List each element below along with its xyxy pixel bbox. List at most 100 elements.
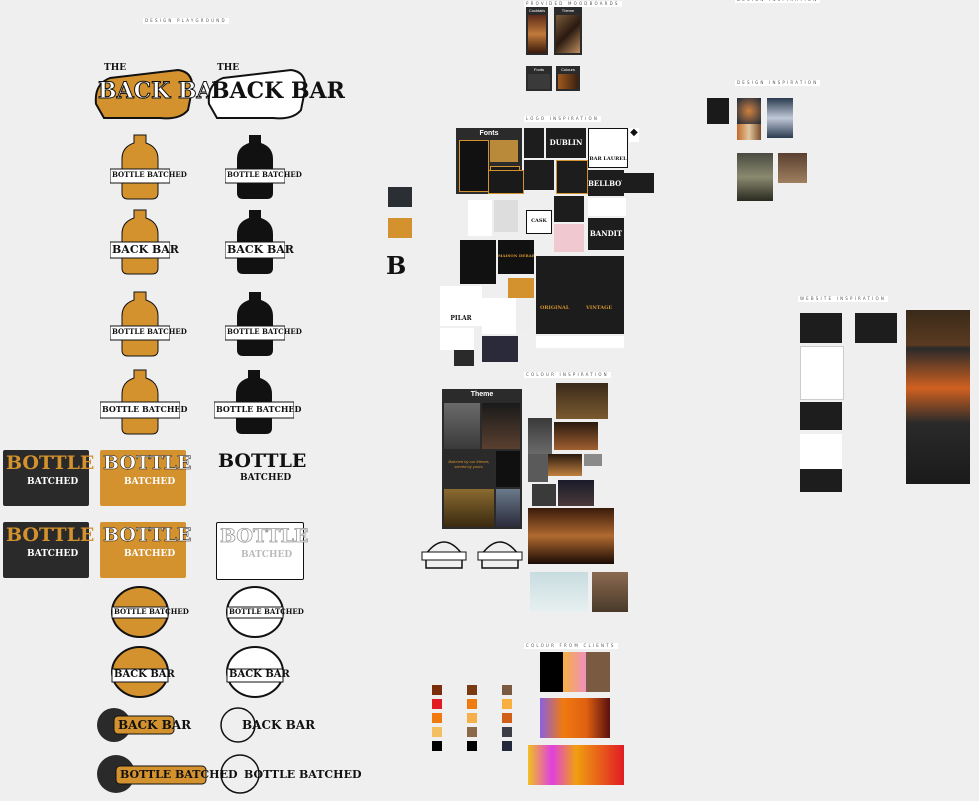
logo-inspo-strip[interactable] <box>536 336 624 348</box>
bottle-batched-banner-gold-2[interactable]: BOTTLE BATCHED <box>100 522 192 578</box>
bottle-batched-banner-dark-2[interactable]: BOTTLE BATCHED <box>3 522 94 578</box>
colour-inspo-wood[interactable] <box>592 572 628 612</box>
colour-inspo-4[interactable] <box>528 454 548 482</box>
logo-inspo-diamond[interactable]: ◆ <box>629 128 639 142</box>
logo-inspo-small[interactable] <box>454 350 474 366</box>
palette-swatch[interactable] <box>467 741 477 751</box>
logo-inspo-pilar[interactable]: PILAR <box>440 286 482 326</box>
palette-swatch[interactable] <box>502 741 512 751</box>
colour-inspo-8[interactable] <box>558 480 594 506</box>
logo-inspo-maison[interactable]: MAISON DERARD <box>498 240 534 274</box>
website-inspo-1[interactable] <box>800 313 842 343</box>
logo-inspo-sketch-1[interactable] <box>468 200 492 236</box>
website-inspo-4[interactable] <box>800 434 842 492</box>
outline-badge-1[interactable] <box>420 536 468 572</box>
theme-board[interactable]: Theme Batched by our friends, served by … <box>442 389 522 529</box>
design-inspo-4[interactable] <box>767 98 793 138</box>
palette-swatch[interactable] <box>467 727 477 737</box>
client-colour-2[interactable] <box>540 698 610 738</box>
logo-inspo-badges[interactable] <box>460 240 496 284</box>
design-inspo-6[interactable] <box>778 153 807 183</box>
design-inspo-2[interactable] <box>737 98 761 124</box>
palette-swatch[interactable] <box>432 727 442 737</box>
website-inspo-3[interactable] <box>800 402 842 430</box>
moodboard-colours[interactable]: Colours <box>556 66 580 91</box>
colour-inspo-mint[interactable] <box>530 572 588 612</box>
outline-badge-2[interactable] <box>476 536 524 572</box>
colour-inspo-bar-1[interactable] <box>556 383 608 419</box>
monogram-icon[interactable]: B <box>386 251 407 280</box>
brand-gold-swatch[interactable] <box>388 218 412 238</box>
logo-inspo-gold-badge[interactable] <box>508 278 534 298</box>
colour-inspo-7[interactable] <box>532 484 556 506</box>
bottle-batched-banner-dark-1[interactable]: BOTTLE BATCHED <box>3 450 94 506</box>
logo-inspo-vintage-board[interactable]: ORIGINAL VINTAGE <box>536 256 624 334</box>
colour-inspo-6[interactable] <box>584 454 602 466</box>
logo-inspo-gold-script[interactable] <box>588 198 626 216</box>
back-bar-logo-bw[interactable]: THE BACK BAR <box>203 60 345 124</box>
colour-inspo-2[interactable] <box>528 418 552 454</box>
logo-inspo-bellboy[interactable]: BELLBOY <box>588 170 624 196</box>
circle-badge-bw-2[interactable]: BACK BAR <box>225 646 290 698</box>
palette-swatch[interactable] <box>467 685 477 695</box>
logo-inspo-sketch-4[interactable] <box>516 300 534 330</box>
palette-swatch[interactable] <box>432 685 442 695</box>
logo-inspo-script-2[interactable] <box>440 328 474 350</box>
logo-inspo-script[interactable] <box>622 173 654 193</box>
website-inspo-2[interactable] <box>800 346 844 400</box>
shaker-logo-black-1[interactable]: BOTTLE BATCHED <box>224 133 302 203</box>
script-logo-back-bar-bw[interactable]: BACK BAR <box>220 704 315 746</box>
logo-inspo-dark-1[interactable] <box>524 128 544 158</box>
shaker-logo-gold-2[interactable]: BACK BAR <box>109 208 179 278</box>
client-colour-1[interactable] <box>540 652 610 692</box>
shaker-logo-black-2[interactable]: BACK BAR <box>224 208 294 278</box>
logo-inspo-sketch-3[interactable] <box>482 298 516 334</box>
website-inspo-5[interactable] <box>855 313 897 343</box>
colour-inspo-bar-large[interactable] <box>528 508 614 564</box>
bottle-batched-banner-gold-1[interactable]: BOTTLE BATCHED <box>100 450 192 506</box>
website-inspo-long[interactable] <box>906 310 970 484</box>
palette-swatch[interactable] <box>502 685 512 695</box>
design-inspo-3[interactable] <box>737 124 761 140</box>
palette-swatch[interactable] <box>432 741 442 751</box>
logo-inspo-crest[interactable] <box>556 160 588 194</box>
logo-inspo-pink[interactable] <box>554 224 584 252</box>
colour-inspo-5[interactable] <box>548 454 582 476</box>
bottle-batched-text-black[interactable]: BOTTLE BATCHED <box>218 450 307 483</box>
script-logo-bottle-batched-bw[interactable]: BOTTLE BATCHED <box>220 752 362 796</box>
palette-swatch[interactable] <box>432 699 442 709</box>
colour-inspo-3[interactable] <box>554 422 598 450</box>
logo-inspo-city[interactable] <box>482 336 518 362</box>
palette-swatch[interactable] <box>432 713 442 723</box>
design-inspo-1[interactable] <box>707 98 729 124</box>
bottle-batched-banner-outline[interactable]: BOTTLE BATCHED <box>216 522 309 580</box>
brand-dark-swatch[interactable] <box>388 187 412 207</box>
script-logo-back-bar-gold[interactable]: BACK BAR <box>96 704 191 746</box>
palette-swatch[interactable] <box>502 727 512 737</box>
logo-inspo-dublin[interactable]: DUBLIN <box>546 128 586 158</box>
palette-swatch[interactable] <box>502 713 512 723</box>
design-inspo-5[interactable] <box>737 153 773 201</box>
palette-swatch[interactable] <box>502 699 512 709</box>
back-bar-logo-gold[interactable]: THE BACK BAR <box>90 60 232 124</box>
logo-inspo-bar-laurel[interactable]: BAR LAUREL <box>588 128 628 168</box>
logo-inspo-emblem[interactable] <box>554 196 584 222</box>
logo-inspo-sketch-2[interactable] <box>494 200 518 232</box>
logo-inspo-bandit[interactable]: BANDIT <box>588 218 624 250</box>
logo-inspo-cask[interactable]: CASK <box>526 210 552 234</box>
shaker-logo-black-3[interactable]: BOTTLE BATCHED <box>224 290 302 360</box>
moodboard-theme[interactable]: Theme <box>554 7 582 55</box>
logo-inspo-v[interactable] <box>524 160 554 190</box>
circle-badge-bw-1[interactable]: BOTTLE BATCHED <box>225 586 304 638</box>
moodboard-fonts[interactable]: Fonts <box>526 66 552 91</box>
logo-inspo-first-bottle[interactable] <box>488 170 524 194</box>
shaker-logo-black-4[interactable]: BOTTLE BATCHED <box>213 368 301 438</box>
palette-swatch[interactable] <box>467 699 477 709</box>
shaker-logo-gold-3[interactable]: BOTTLE BATCHED <box>109 290 187 360</box>
palette-swatch[interactable] <box>467 713 477 723</box>
circle-badge-gold-2[interactable]: BACK BAR <box>110 646 175 698</box>
script-logo-bottle-batched-gold[interactable]: BOTTLE BATCHED <box>96 752 238 796</box>
shaker-logo-gold-1[interactable]: BOTTLE BATCHED <box>109 133 187 203</box>
circle-badge-gold-1[interactable]: BOTTLE BATCHED <box>110 586 189 638</box>
client-colour-3[interactable] <box>528 745 624 785</box>
